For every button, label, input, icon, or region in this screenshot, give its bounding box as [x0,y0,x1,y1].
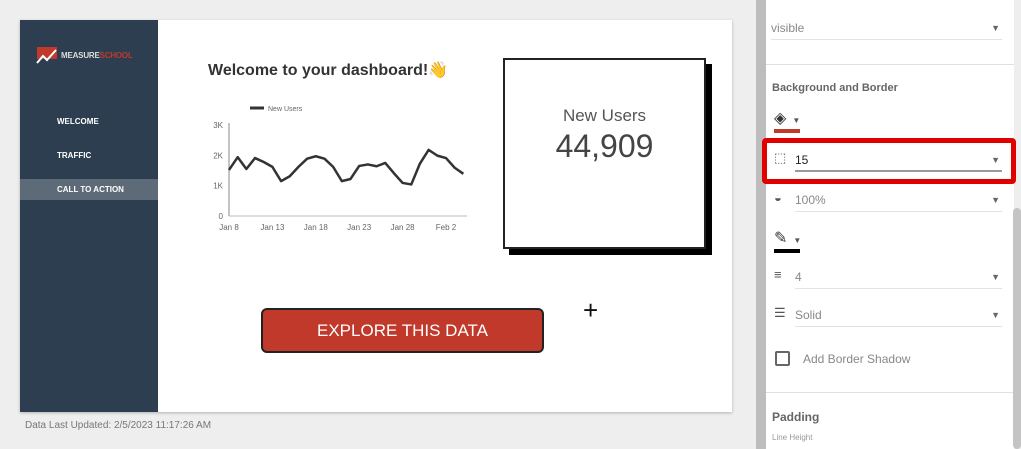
line-weight-icon: ≡ [774,267,782,282]
x-tick-label: Jan 28 [391,223,416,232]
x-tick-label: Jan 23 [347,223,372,232]
sidebar: MEASURESCHOOL WELCOME TRAFFIC CALL TO AC… [20,20,158,412]
logo-chart-icon [36,47,57,64]
panel-resize-handle[interactable] [756,0,766,449]
fill-color-swatch [774,129,800,133]
chevron-down-icon: ▼ [792,116,801,125]
visibility-select[interactable]: visible ▼ [771,16,1002,40]
border-weight-select[interactable]: 4 ▼ [795,265,1002,289]
opacity-select[interactable]: 100% ▼ [795,188,1002,212]
y-tick-label: 1K [213,182,223,191]
opacity-icon: ◒ [774,190,782,205]
border-shadow-label: Add Border Shadow [803,352,911,366]
chevron-down-icon: ▼ [793,236,802,245]
x-tick-label: Jan 13 [260,223,285,232]
border-color-picker[interactable]: ✎ ▼ [774,228,801,253]
divider [766,64,1014,65]
x-tick-label: Feb 2 [436,223,457,232]
data-last-updated: Data Last Updated: 2/5/2023 11:17:26 AM [25,420,212,431]
section-heading: Padding [772,410,820,424]
border-shadow-checkbox[interactable] [775,351,790,366]
scorecard-new-users[interactable]: New Users 44,909 [503,58,706,249]
x-tick-label: Jan 18 [304,223,329,232]
explore-data-button[interactable]: EXPLORE THIS DATA [261,308,544,353]
report-page: MEASURESCHOOL WELCOME TRAFFIC CALL TO AC… [20,20,732,412]
panel-scrollbar[interactable] [1013,208,1021,449]
chevron-down-icon: ▼ [991,23,1000,33]
y-tick-label: 3K [213,121,223,130]
legend-label: New Users [268,106,303,113]
paint-bucket-icon: ◈ [774,110,787,127]
chevron-down-icon: ▼ [991,155,1000,165]
new-users-line-chart[interactable]: 0 1K 2K 3K Jan 8 Jan 13 Jan 18 Jan 23 Jan 28 Feb … [205,98,475,238]
section-heading: Background and Border [772,82,898,94]
series-line-new-users [227,148,465,186]
nav-traffic[interactable]: TRAFFIC [57,151,92,160]
y-tick-label: 0 [219,212,224,221]
line-style-icon: ☰ [774,305,786,320]
logo-text: MEASURESCHOOL [61,50,133,60]
border-color-swatch [774,249,800,253]
logo: MEASURESCHOOL [36,46,133,64]
scorecard-value: 44,909 [555,128,654,164]
x-tick-label: Jan 8 [219,223,239,232]
border-radius-select[interactable]: 15 ▼ [795,148,1002,172]
properties-panel: visible ▼ Background and Border ◈ ▼ ⬚ 15 ▼ … [766,0,1014,449]
pencil-icon: ✎ [774,230,788,247]
nav-call-to-action[interactable]: CALL TO ACTION [20,179,158,200]
chevron-down-icon: ▼ [991,272,1000,282]
corner-radius-icon: ⬚ [774,150,787,165]
line-height-label: Line Height [772,433,813,442]
crosshair-cursor-icon: + [583,295,599,325]
chevron-down-icon: ▼ [991,195,1000,205]
y-tick-label: 2K [213,151,223,160]
fill-color-picker[interactable]: ◈ ▼ [774,108,800,133]
divider [766,392,1014,393]
page-title: Welcome to your dashboard!👋 [208,62,449,79]
chevron-down-icon: ▼ [991,310,1000,320]
highlight-annotation [762,138,1016,184]
scorecard-label: New Users [562,106,647,125]
nav-welcome[interactable]: WELCOME [57,117,99,126]
border-style-select[interactable]: Solid ▼ [795,303,1002,327]
